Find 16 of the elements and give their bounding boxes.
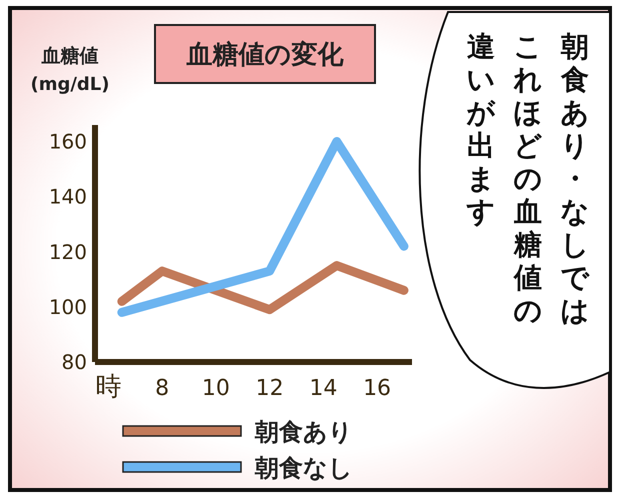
x-tick-label: 14 bbox=[309, 376, 338, 401]
chart-title: 血糖値の変化 bbox=[186, 40, 344, 70]
x-tick-label: 時 bbox=[95, 372, 122, 402]
x-tick-label: 10 bbox=[202, 376, 230, 401]
y-axis-title: 血糖値 (mg/dL) bbox=[30, 45, 110, 95]
y-tick-label: 80 bbox=[62, 350, 87, 374]
y-tick-label: 120 bbox=[48, 240, 87, 264]
x-tick-label: 12 bbox=[256, 376, 284, 401]
x-tick-label: 8 bbox=[155, 376, 170, 401]
text: 朝食あり・なしではこれほどの血糖値の違いが出ます bbox=[466, 30, 600, 327]
y-tick-label: 140 bbox=[48, 184, 87, 209]
y-tick-label: 100 bbox=[48, 294, 87, 319]
legend-label: 朝食なし bbox=[254, 454, 353, 482]
y-tick-label: 160 bbox=[48, 130, 87, 154]
legend-label: 朝食あり bbox=[254, 418, 353, 446]
x-tick-label: 16 bbox=[363, 376, 392, 401]
